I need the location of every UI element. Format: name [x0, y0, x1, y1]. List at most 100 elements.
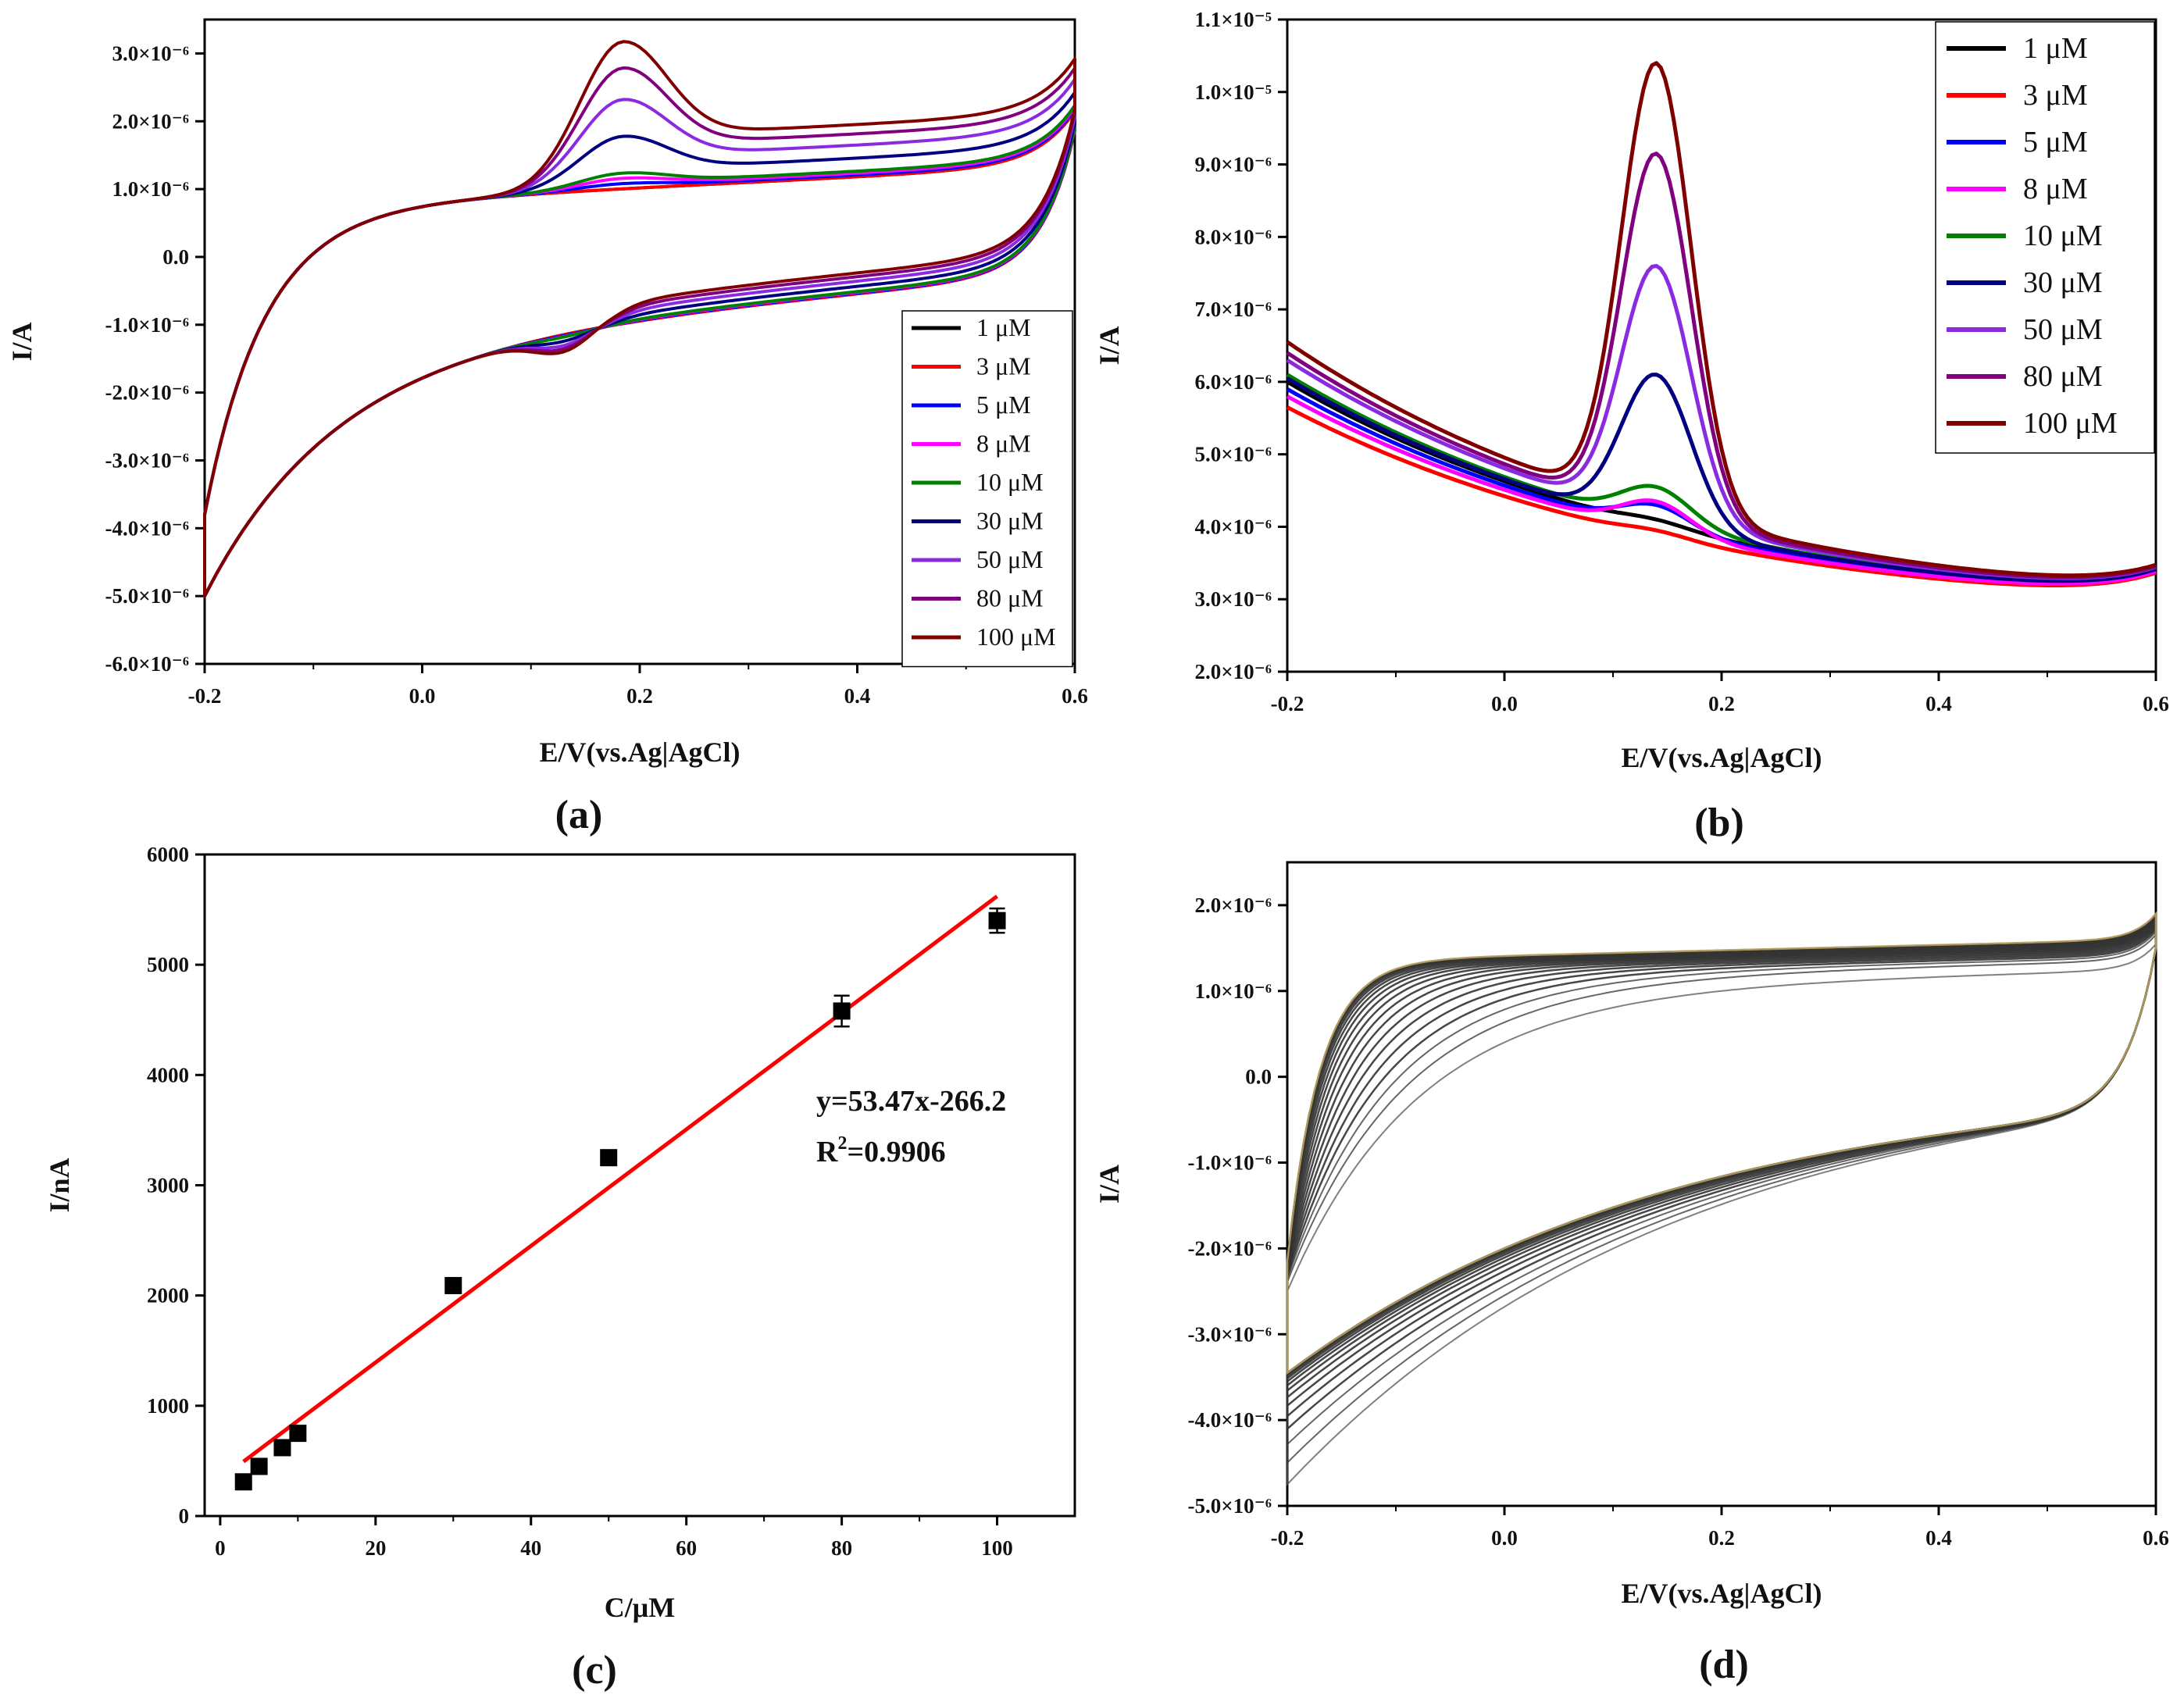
y-axis-title: I/A [6, 322, 37, 361]
legend-label: 30 μM [976, 507, 1044, 535]
x-tick-label: 80 [831, 1536, 852, 1560]
cv-cycle-curve [1286, 911, 2157, 1375]
y-tick-label: 0 [179, 1504, 190, 1528]
y-tick-label: 2000 [147, 1284, 189, 1307]
legend-label: 50 μM [976, 545, 1044, 573]
x-axis-title: E/V(vs.Ag|AgCl) [540, 737, 740, 768]
y-tick-label: 7.0×10⁻⁶ [1195, 298, 1272, 321]
y-tick-label: -3.0×10⁻⁶ [105, 448, 189, 472]
panel-a-cyclic-voltammogram: -0.2 0.0 0.2 0.4 0.6 3.0×10⁻⁶ 2.0×10⁻⁶ 1.0×10⁻⁶… [6, 18, 1088, 837]
x-tick-label: 0.4 [1925, 1526, 1952, 1550]
y-tick-label: 5000 [147, 953, 189, 976]
x-tick-label: 0.6 [2143, 692, 2169, 715]
y-tick-label: -2.0×10⁻⁶ [105, 381, 189, 405]
cv-cycle-curve [1286, 918, 2157, 1381]
plot-frame [203, 853, 1076, 1518]
legend-label: 10 μM [2023, 219, 2103, 252]
cv-cycle-curve [1286, 922, 2157, 1400]
data-point [444, 1276, 462, 1294]
x-tick-label: 20 [365, 1536, 386, 1560]
x-tick-label: 40 [520, 1536, 541, 1560]
dpv-curve-100uM [1286, 61, 2157, 578]
r-squared: R2=0.9906 [816, 1133, 946, 1168]
panel-label: (a) [555, 793, 603, 837]
cv-curve-100uM [203, 40, 1076, 598]
y-tick-label: 2.0×10⁻⁶ [112, 109, 189, 133]
x-tick-label: -0.2 [188, 684, 222, 708]
r-squared-prefix: R [816, 1136, 838, 1168]
x-tick-label: -0.2 [1271, 692, 1304, 715]
panel-c-calibration-plot: 0 20 40 60 80 1000100020003000400050006000C/μ… [44, 843, 1076, 1693]
x-tick-label: 100 [981, 1536, 1013, 1560]
y-tick-label: 5.0×10⁻⁶ [1195, 443, 1272, 466]
x-tick-label: 0.6 [1062, 684, 1088, 708]
legend-label: 100 μM [976, 622, 1056, 651]
x-axis-title: E/V(vs.Ag|AgCl) [1622, 742, 1822, 773]
legend-label: 1 μM [976, 313, 1031, 341]
data-point [273, 1439, 291, 1457]
y-tick-label: -1.0×10⁻⁶ [1188, 1151, 1272, 1175]
panel-label: (d) [1699, 1643, 1749, 1687]
dpv-curve-30uM [1286, 373, 2157, 583]
legend-label: 5 μM [976, 391, 1031, 419]
cv-cycle-curve [1286, 933, 2157, 1465]
legend-label: 3 μM [2023, 79, 2088, 112]
legend: 1 μM 3 μM 5 μM 8 μM 10 μM 30 μM 50 μM 80 μM 100 … [1935, 21, 2155, 454]
y-tick-label: 9.0×10⁻⁶ [1195, 153, 1272, 177]
fit-equation: y=53.47x-266.2 [816, 1085, 1006, 1118]
y-tick-label: 2.0×10⁻⁶ [1195, 894, 1272, 917]
data-point [234, 1473, 252, 1491]
cv-cycle-curve [1286, 915, 2157, 1376]
y-tick-label: -6.0×10⁻⁶ [105, 652, 189, 676]
y-tick-label: 0.0 [162, 245, 189, 269]
y-tick-label: -3.0×10⁻⁶ [1188, 1322, 1272, 1346]
x-tick-label: 0.0 [1491, 1526, 1518, 1550]
y-tick-label: 0.0 [1245, 1065, 1272, 1089]
legend-label: 1 μM [2023, 32, 2088, 65]
x-tick-label: 0 [215, 1536, 226, 1560]
legend-label: 100 μM [2023, 407, 2118, 440]
panel-label: (c) [572, 1648, 617, 1693]
y-tick-label: 6.0×10⁻⁶ [1195, 370, 1272, 394]
data-point [250, 1457, 268, 1475]
x-tick-label: 0.4 [844, 684, 871, 708]
x-tick-label: 0.4 [1925, 692, 1952, 715]
x-tick-label: 60 [676, 1536, 697, 1560]
y-tick-label: 1.0×10⁻⁶ [112, 177, 189, 201]
data-point [289, 1425, 307, 1443]
y-tick-label: 1000 [147, 1394, 189, 1418]
legend-label: 30 μM [2023, 266, 2103, 299]
legend: 1 μM 3 μM 5 μM 8 μM 10 μM 30 μM 50 μM 80 μM 100 … [901, 310, 1073, 668]
legend-box [901, 310, 1073, 668]
y-tick-label: 1.0×10⁻⁶ [1195, 979, 1272, 1003]
cv-cycle-curve [1286, 920, 2157, 1388]
x-tick-label: 0.0 [409, 684, 436, 708]
y-tick-label: -2.0×10⁻⁶ [1188, 1236, 1272, 1260]
y-axis-title: I/A [1094, 1165, 1125, 1204]
y-tick-label: 4.0×10⁻⁶ [1195, 515, 1272, 538]
x-tick-label: 0.0 [1491, 692, 1518, 715]
legend-label: 8 μM [2023, 173, 2088, 205]
y-tick-label: 1.1×10⁻⁵ [1195, 8, 1272, 31]
r-squared-superscript: 2 [837, 1133, 847, 1154]
cv-cycle-curve [1286, 925, 2157, 1418]
x-axis-title: E/V(vs.Ag|AgCl) [1622, 1578, 1822, 1609]
y-tick-label: 3000 [147, 1174, 189, 1197]
fit-line [242, 894, 999, 1464]
y-tick-label: -4.0×10⁻⁶ [105, 516, 189, 540]
y-axis-title: I/nA [44, 1158, 75, 1212]
y-tick-label: -1.0×10⁻⁶ [105, 313, 189, 337]
y-tick-label: -4.0×10⁻⁶ [1188, 1408, 1272, 1432]
data-point [600, 1149, 618, 1167]
y-tick-label: 4000 [147, 1063, 189, 1086]
x-axis-title: C/μM [605, 1592, 675, 1623]
legend-label: 8 μM [976, 430, 1031, 458]
y-tick-label: 3.0×10⁻⁶ [112, 41, 189, 65]
y-tick-label: -5.0×10⁻⁶ [1188, 1494, 1272, 1518]
y-tick-label: 1.0×10⁻⁵ [1195, 80, 1272, 104]
x-tick-label: 0.2 [626, 684, 653, 708]
y-tick-label: 3.0×10⁻⁶ [1195, 587, 1272, 611]
y-tick-label: 2.0×10⁻⁶ [1195, 660, 1272, 683]
legend-label: 10 μM [976, 468, 1044, 496]
